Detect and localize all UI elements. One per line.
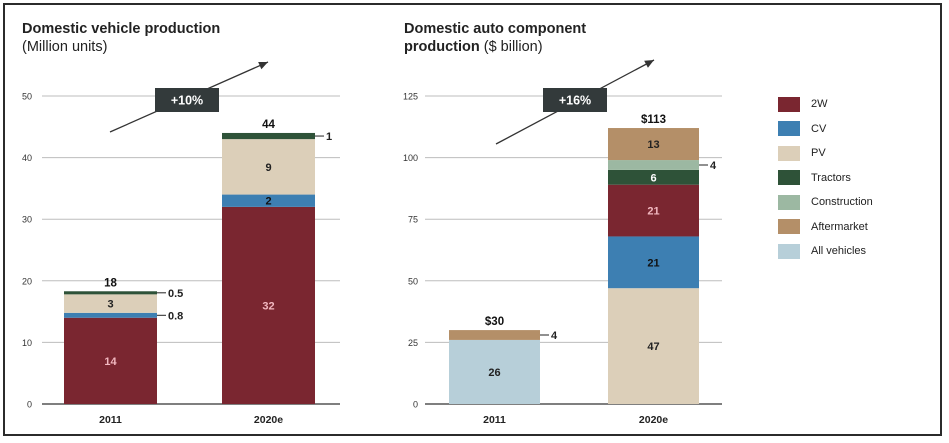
y-tick-label: 40	[22, 153, 32, 163]
bar-total-label: 44	[262, 119, 275, 131]
bar-segment	[449, 339, 540, 404]
y-tick-label: 25	[408, 338, 418, 348]
y-tick-label: 30	[22, 215, 32, 225]
growth-label: +16%	[559, 94, 591, 108]
bar-value-label: 32	[262, 300, 274, 312]
bar-segment	[222, 139, 315, 195]
bar-segment	[64, 291, 157, 295]
bar-callout-label: 1	[326, 131, 332, 143]
legend-label: CV	[811, 122, 827, 135]
growth-badge	[543, 88, 607, 112]
bar-segment	[608, 236, 699, 289]
bar-value-label: 3	[107, 299, 113, 311]
legend-item: Construction	[778, 190, 873, 215]
bar-segment	[608, 128, 699, 161]
growth-badge	[155, 88, 219, 112]
bar-segment	[222, 132, 315, 140]
growth-arrow-head	[644, 60, 654, 68]
growth-arrow-head	[258, 61, 268, 70]
bar-total-label: 18	[104, 277, 117, 289]
legend-swatch	[778, 121, 800, 137]
bar-value-label: 21	[647, 206, 659, 218]
legend-item: PV	[778, 141, 873, 166]
left-chart-title: Domestic vehicle production (Million unit…	[22, 21, 221, 55]
bar-segment	[222, 206, 315, 404]
bar-value-label: 26	[488, 367, 500, 379]
bar-value-label: 6	[650, 172, 656, 184]
x-tick-label: 2020e	[639, 414, 668, 426]
legend-item: CV	[778, 117, 873, 142]
x-tick-label: 2011	[483, 414, 506, 426]
bar-segment	[64, 312, 157, 318]
bar-segment	[608, 184, 699, 237]
bar-total-label: $30	[485, 316, 504, 328]
legend-label: Aftermarket	[811, 220, 868, 233]
legend-item: All vehicles	[778, 239, 873, 264]
bar-segment	[608, 160, 699, 170]
legend-item: Aftermarket	[778, 215, 873, 240]
bar-value-label: 21	[647, 257, 659, 269]
bar-segment	[222, 194, 315, 207]
legend-swatch	[778, 219, 800, 235]
bar-value-label: 47	[647, 341, 659, 353]
legend-label: Construction	[811, 196, 873, 209]
legend-label: PV	[811, 147, 826, 160]
y-tick-label: 10	[22, 338, 32, 348]
bar-segment	[608, 288, 699, 404]
bar-value-label: 9	[265, 162, 271, 174]
bar-value-label: 13	[647, 139, 659, 151]
bar-total-label: $113	[641, 114, 666, 126]
bar-segment	[64, 317, 157, 404]
y-tick-label: 0	[27, 400, 32, 410]
legend-swatch	[778, 170, 800, 186]
y-tick-label: 50	[408, 276, 418, 286]
bar-callout-label: 4	[551, 330, 558, 342]
growth-label: +10%	[171, 94, 203, 108]
y-tick-label: 20	[22, 276, 32, 286]
bar-segment	[608, 169, 699, 185]
legend-swatch	[778, 243, 800, 259]
bar-segment	[64, 294, 157, 313]
y-tick-label: 50	[22, 92, 32, 102]
legend-item: Tractors	[778, 166, 873, 191]
bar-value-label: 14	[104, 356, 117, 368]
legend-label: 2W	[811, 98, 828, 111]
legend-item: 2W	[778, 92, 873, 117]
bar-callout-label: 0.5	[168, 288, 183, 300]
x-tick-label: 2020e	[254, 414, 283, 426]
x-tick-label: 2011	[99, 414, 122, 426]
legend-swatch	[778, 194, 800, 210]
bar-segment	[449, 330, 540, 340]
right-chart-title: Domestic auto component production ($ bil…	[404, 21, 587, 55]
y-tick-label: 0	[413, 400, 418, 410]
bar-callout-label: 4	[710, 160, 717, 172]
bar-value-label: 2	[265, 196, 271, 208]
legend: 2W CV PV Tractors Construction Aftermarket All…	[778, 92, 873, 264]
y-tick-label: 125	[403, 92, 418, 102]
y-tick-label: 100	[403, 153, 418, 163]
legend-swatch	[778, 145, 800, 161]
legend-swatch	[778, 96, 800, 112]
bar-callout-label: 0.8	[168, 310, 183, 322]
legend-label: Tractors	[811, 171, 851, 184]
y-tick-label: 75	[408, 215, 418, 225]
legend-label: All vehicles	[811, 245, 867, 258]
